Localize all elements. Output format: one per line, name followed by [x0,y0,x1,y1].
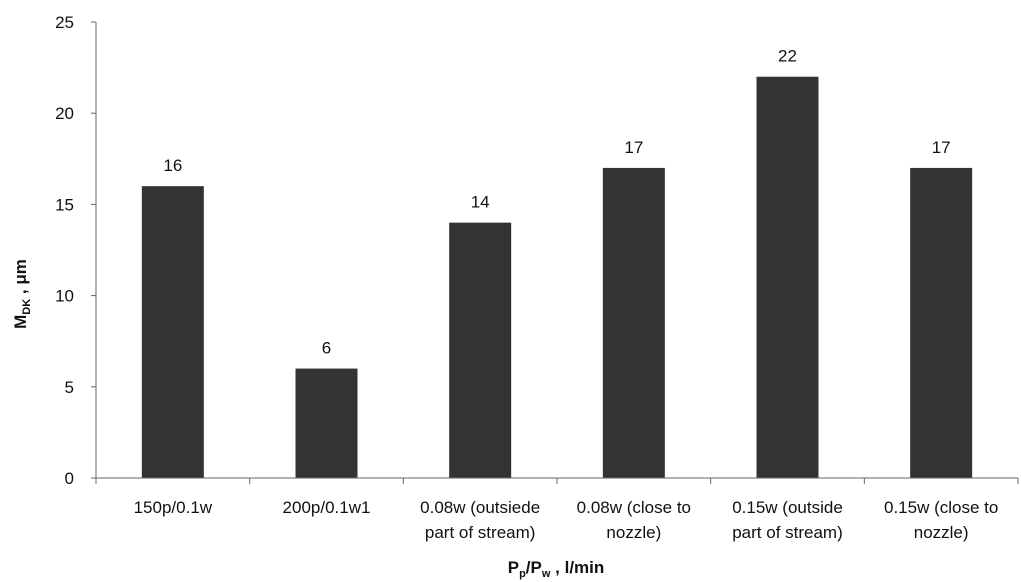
y-tick-label: 15 [55,195,74,214]
y-tick-label: 10 [55,287,74,306]
x-category-label: 0.15w (close to [884,498,998,517]
bar-data-label: 22 [778,47,797,66]
x-category-label: part of stream) [425,523,536,542]
y-tick-label: 5 [65,378,74,397]
y-tick-label: 20 [55,104,74,123]
bar-data-label: 17 [932,138,951,157]
x-category-label: 0.08w (outsiede [420,498,540,517]
bar-data-label: 14 [471,193,490,212]
x-axis-title: Pp/Pw , l/min [508,558,605,580]
bar [141,186,204,478]
bar [295,368,358,478]
x-category-label: part of stream) [732,523,843,542]
y-tick-label: 0 [65,469,74,488]
x-category-label: 0.08w (close to [577,498,691,517]
bar [910,167,973,479]
bar-data-label: 16 [163,156,182,175]
x-category-label: 200p/0.1w1 [283,498,371,517]
bar-data-label: 17 [624,138,643,157]
bar [449,222,512,478]
x-category-label: nozzle) [606,523,661,542]
bar-data-label: 6 [322,339,331,358]
x-category-label: 0.15w (outside [732,498,843,517]
y-axis-title: MDK , μm [11,259,33,329]
bar [602,167,665,479]
x-category-label: nozzle) [914,523,969,542]
bar [756,76,819,478]
x-category-label: 150p/0.1w [134,498,213,517]
y-tick-label: 25 [55,13,74,32]
